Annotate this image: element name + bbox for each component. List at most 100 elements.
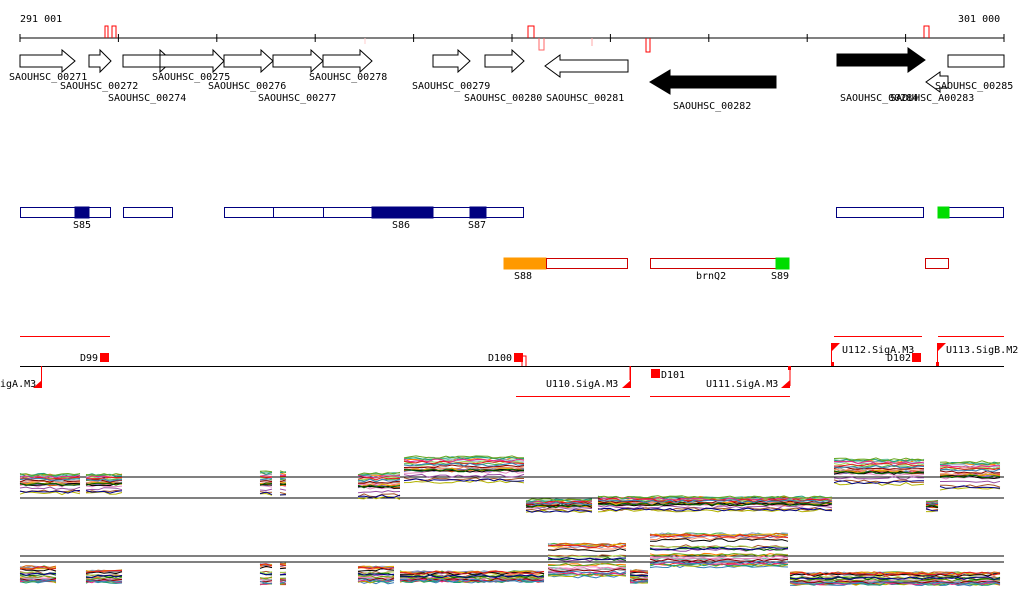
expression-line [525,498,593,502]
expression-line [597,505,833,510]
down-marker[interactable] [100,353,109,362]
expression-line [403,466,525,470]
gene-arrow[interactable] [544,54,629,78]
expression-line [357,566,395,570]
expression-line [279,492,287,495]
expression-line [279,566,287,569]
expression-line [939,464,1001,468]
gene-label: SAOUHSC_00277 [258,93,336,104]
segment-box[interactable] [546,258,628,269]
up-marker[interactable] [831,343,840,352]
up-marker[interactable] [622,380,631,388]
expression-panel-bottom [19,532,1004,587]
expression-line [85,484,123,488]
expression-line [19,566,57,570]
gene-arrow[interactable] [272,48,324,74]
feature-label: D101 [661,370,685,381]
segment-labels-blue: S85 S86 S87 [73,220,486,231]
expression-line [19,486,81,490]
segment-box[interactable] [273,207,324,218]
expression-line [939,474,1001,479]
segment-box[interactable] [650,258,789,269]
expression-line [925,500,939,504]
segment-label: S89 [771,271,789,282]
expression-line [259,482,273,486]
gene-arrow[interactable] [649,69,777,95]
gene-arrow[interactable] [223,48,274,74]
gene-arrow[interactable] [432,48,471,74]
gene-track [19,47,1005,95]
expression-line [85,473,123,476]
expression-line [85,473,123,477]
expression-line [85,576,123,581]
expression-line [547,562,627,567]
expression-line [19,482,81,486]
expression-line [833,480,925,485]
axis-end-label: 301 000 [958,14,1000,25]
expression-line [547,543,627,548]
expression-line [85,478,123,482]
expression-line [597,498,833,503]
feature-label: D99 [80,353,98,364]
gene-labels: SAOUHSC_00271 SAOUHSC_00272 SAOUHSC_0027… [9,72,1013,112]
gene-arrow[interactable] [836,47,926,73]
gene-arrow[interactable] [947,54,1005,68]
expression-line [357,480,401,484]
expression-line [547,568,627,573]
down-marker[interactable] [651,369,660,378]
expression-line [939,485,1001,489]
expression-line [789,581,1001,585]
expression-line [629,574,649,577]
expression-line [649,552,789,557]
feature-label: D102 [887,353,911,364]
expression-line [357,578,395,583]
expression-line [85,571,123,575]
down-marker[interactable] [912,353,921,362]
up-marker[interactable] [937,343,946,352]
segment-block[interactable] [74,206,90,219]
segment-box[interactable] [948,207,1004,218]
gene-label: SAOUHSC_00282 [673,101,751,112]
up-marker[interactable] [33,380,42,388]
expression-line [259,475,273,479]
gene-arrow[interactable] [925,71,949,93]
expression-line [939,466,1001,471]
expression-line [85,579,123,583]
up-marker[interactable] [781,380,790,388]
expression-line [357,474,401,479]
gene-arrow[interactable] [484,48,525,74]
expression-line [629,578,649,582]
feature-label: U111.SigA.M3 [706,379,778,390]
gene-arrow[interactable] [322,48,373,74]
expression-line [19,472,81,476]
segment-box[interactable] [836,207,924,218]
gene-arrow[interactable] [19,48,76,74]
expression-line [357,483,401,488]
expression-line [597,502,833,507]
feature-label: SigA.M3 [0,379,36,390]
gene-arrow[interactable] [159,48,225,74]
segment-track-red [503,257,949,270]
expression-line [279,580,287,584]
expression-line [357,565,395,570]
segment-block[interactable] [469,206,487,219]
segment-block[interactable] [371,206,434,219]
segment-box[interactable] [123,207,173,218]
expression-line [597,506,833,512]
segment-box[interactable] [20,207,111,218]
down-marker[interactable] [514,353,523,362]
expression-line [85,476,123,480]
expression-line [399,574,545,579]
segment-box[interactable] [224,207,274,218]
expression-line [85,574,123,579]
segment-block-orange[interactable] [503,257,547,270]
segment-block-green[interactable] [775,257,790,270]
expression-line [939,468,1001,472]
segment-box[interactable] [925,258,949,269]
expression-line [19,565,57,569]
gene-label: SAOUHSC_A00283 [890,93,974,104]
gene-arrow[interactable] [88,48,112,74]
segment-block-green[interactable] [937,206,950,219]
expression-line [279,470,287,474]
